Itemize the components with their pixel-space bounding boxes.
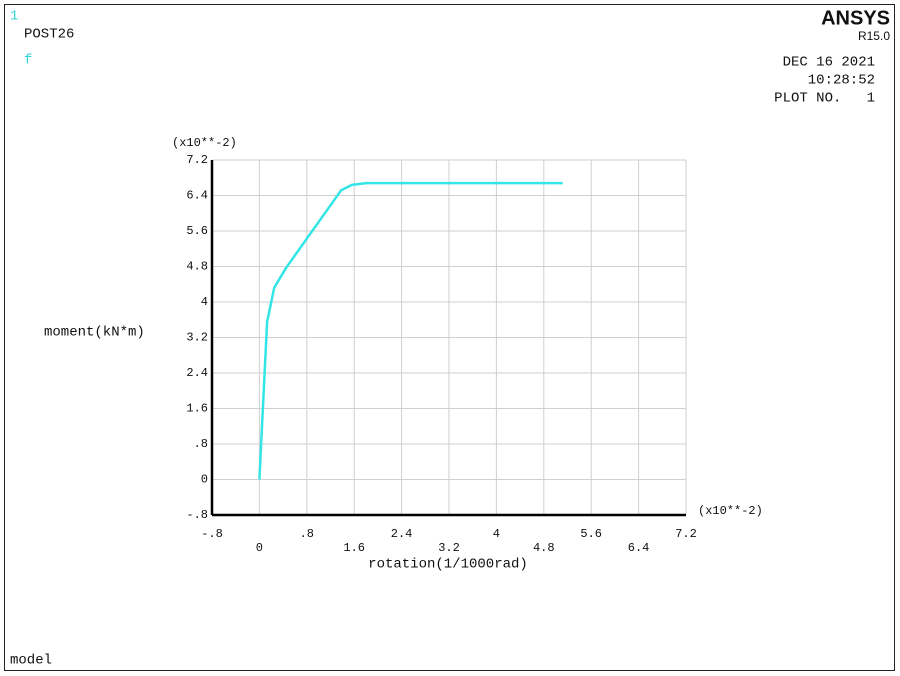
x-tick-label: 6.4	[628, 541, 650, 555]
y-tick-label: 5.6	[186, 224, 208, 238]
y-tick-label: 3.2	[186, 331, 208, 345]
x-tick-label: 0	[256, 541, 263, 555]
y-tick-label: 7.2	[186, 153, 208, 167]
x-tick-label: 4	[493, 527, 500, 541]
x-tick-label: -.8	[201, 527, 223, 541]
date: DEC 16 2021	[783, 55, 875, 71]
processor: POST26	[24, 27, 74, 43]
frame	[4, 4, 895, 671]
y-tick-label: -.8	[186, 508, 208, 522]
x-tick-label: 7.2	[675, 527, 697, 541]
y-tick-label: 1.6	[186, 402, 208, 416]
x-axis-label: rotation(1/1000rad)	[368, 557, 528, 573]
x-tick-label: 5.6	[580, 527, 602, 541]
x-tick-label: 2.4	[391, 527, 413, 541]
y-tick-label: 0	[201, 473, 208, 487]
time: 10:28:52	[808, 73, 875, 89]
version: R15.0	[858, 29, 890, 43]
y-tick-label: 4.8	[186, 260, 208, 274]
y-tick-label: 6.4	[186, 189, 208, 203]
footer: model	[10, 653, 52, 669]
y-multiplier: (x10**-2)	[172, 136, 237, 150]
x-tick-label: 3.2	[438, 541, 460, 555]
y-tick-label: .8	[194, 437, 208, 451]
y-axis-label: moment(kN*m)	[44, 325, 145, 341]
x-multiplier: (x10**-2)	[698, 504, 763, 518]
y-tick-label: 2.4	[186, 366, 208, 380]
brand: ANSYS	[821, 7, 890, 29]
plot-number: PLOT NO. 1	[774, 91, 875, 107]
data-line	[258, 181, 563, 480]
x-tick-label: 1.6	[343, 541, 365, 555]
y-tick-label: 4	[201, 295, 208, 309]
x-tick-label: .8	[300, 527, 314, 541]
window-number: 1	[10, 9, 18, 25]
curve-label: f	[24, 53, 32, 69]
x-tick-label: 4.8	[533, 541, 555, 555]
